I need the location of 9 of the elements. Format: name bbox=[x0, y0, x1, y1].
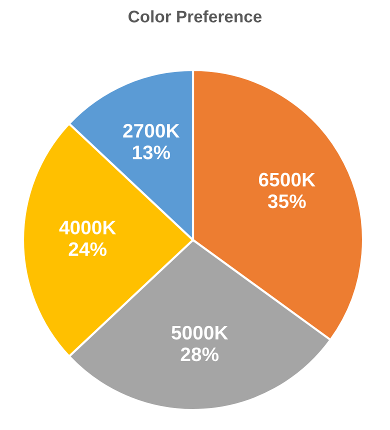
slice-label: 4000K bbox=[59, 220, 116, 234]
slice-label: 2700K bbox=[123, 124, 180, 138]
data-label: 24% bbox=[68, 242, 107, 256]
data-label: 28% bbox=[180, 347, 219, 362]
chart-title: Color Preference bbox=[128, 10, 262, 22]
slice-label: 6500K bbox=[258, 172, 316, 187]
data-label: 35% bbox=[268, 194, 306, 208]
slice-label: 5000K bbox=[172, 326, 228, 340]
data-label: 13% bbox=[132, 146, 170, 160]
